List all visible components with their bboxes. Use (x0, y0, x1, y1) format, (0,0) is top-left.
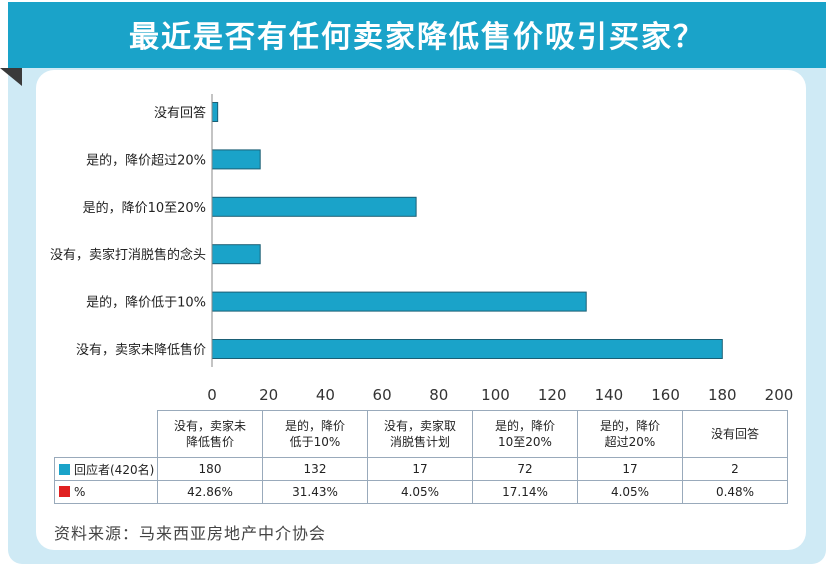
category-label: 是的，降价超过20% (86, 152, 206, 168)
table-cell: 17 (577, 457, 683, 481)
table-header-cell: 没有回答 (682, 410, 788, 458)
data-table: 没有，卖家未 降低售价 是的，降价 低于10% 没有，卖家取 消脱售计划 是的，降价 1… (54, 410, 788, 504)
table-row-label: 回应者(420名) (54, 457, 158, 481)
table-row-label: % (54, 480, 158, 504)
percent-swatch (59, 486, 70, 497)
table-cell: 4.05% (577, 480, 683, 504)
table-cell: 17 (367, 457, 473, 481)
table-cell: 42.86% (157, 480, 263, 504)
category-label: 没有回答 (154, 105, 206, 121)
x-tick-label: 80 (429, 386, 448, 404)
table-cell: 180 (157, 457, 263, 481)
table-header-cell: 没有，卖家取 消脱售计划 (367, 410, 473, 458)
category-label: 是的，降价低于10% (86, 295, 206, 311)
table-cell: 31.43% (262, 480, 368, 504)
x-tick-label: 160 (651, 386, 680, 404)
table-cell: 4.05% (367, 480, 473, 504)
chart-title: 最近是否有任何卖家降低售价吸引买家？ (129, 20, 705, 55)
x-tick-label: 140 (595, 386, 624, 404)
bar (211, 196, 417, 217)
x-tick-label: 20 (259, 386, 278, 404)
x-tick-label: 40 (316, 386, 335, 404)
bar (211, 291, 587, 312)
table-header-cell: 是的，降价 低于10% (262, 410, 368, 458)
title-banner: 最近是否有任何卖家降低售价吸引买家？ (8, 2, 826, 68)
bar (211, 244, 261, 265)
x-tick-label: 120 (538, 386, 567, 404)
table-cell: 132 (262, 457, 368, 481)
x-tick-label: 60 (373, 386, 392, 404)
table-header-cell: 是的，降价 超过20% (577, 410, 683, 458)
bar (211, 102, 219, 122)
table-cell: 17.14% (472, 480, 578, 504)
category-label: 没有，卖家打消脱售的念头 (50, 247, 206, 263)
x-tick-label: 100 (481, 386, 510, 404)
table-cell: 0.48% (682, 480, 788, 504)
table-header-cell: 是的，降价 10至20% (472, 410, 578, 458)
table-row-respondents: 回应者(420名) 180 132 17 72 17 2 (54, 457, 788, 481)
table-row-percent: % 42.86% 31.43% 4.05% 17.14% 4.05% 0.48% (54, 480, 788, 504)
bar (211, 149, 261, 170)
table-header-cell: 没有，卖家未 降低售价 (157, 410, 263, 458)
banner-fold (0, 68, 22, 86)
x-tick-label: 180 (708, 386, 737, 404)
x-tick-label: 200 (765, 386, 794, 404)
category-label: 是的，降价10至20% (83, 200, 206, 216)
table-corner (54, 410, 158, 458)
table-header-row: 没有，卖家未 降低售价 是的，降价 低于10% 没有，卖家取 消脱售计划 是的，降价 1… (54, 410, 788, 458)
bar (211, 339, 723, 359)
x-tick-label: 0 (207, 386, 217, 404)
category-label: 没有，卖家未降低售价 (76, 342, 206, 358)
source-note: 资料来源：马来西亚房地产中介协会 (54, 524, 327, 543)
table-cell: 2 (682, 457, 788, 481)
table-cell: 72 (472, 457, 578, 481)
respondents-swatch (59, 463, 70, 475)
